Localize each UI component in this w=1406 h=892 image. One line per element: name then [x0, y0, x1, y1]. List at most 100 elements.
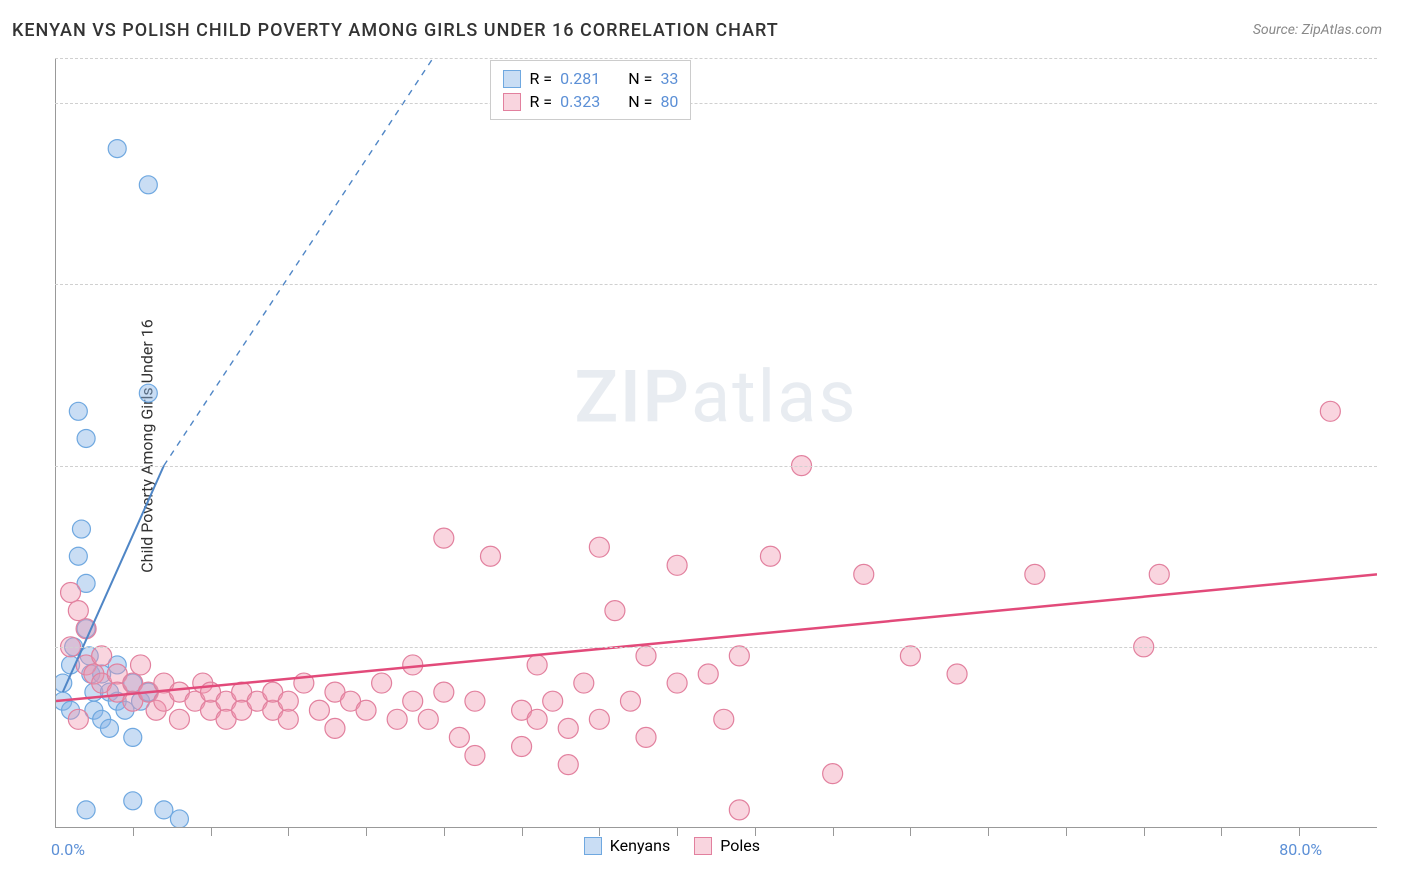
scatter-point — [698, 664, 718, 684]
scatter-point — [527, 655, 547, 675]
scatter-point — [434, 528, 454, 548]
x-origin-label: 0.0% — [51, 840, 85, 859]
x-axis — [55, 827, 1377, 828]
scatter-point — [76, 619, 96, 639]
legend-swatch — [584, 837, 602, 855]
r-label: R = — [529, 69, 552, 88]
scatter-point — [729, 800, 749, 820]
scatter-point — [68, 601, 88, 621]
scatter-point — [155, 801, 173, 819]
series-legend-item: Poles — [694, 836, 760, 855]
scatter-point — [480, 546, 500, 566]
scatter-point — [170, 810, 188, 828]
scatter-point — [309, 700, 329, 720]
scatter-point — [636, 646, 656, 666]
legend-swatch — [503, 70, 521, 88]
legend-label: Poles — [720, 836, 760, 855]
xtick — [755, 828, 756, 836]
scatter-point — [100, 719, 118, 737]
xtick — [211, 828, 212, 836]
correlation-chart: KENYAN VS POLISH CHILD POVERTY AMONG GIR… — [0, 0, 1406, 892]
scatter-point — [823, 764, 843, 784]
n-value: 33 — [660, 69, 678, 88]
scatter-point — [714, 709, 734, 729]
x-max-label: 80.0% — [1279, 840, 1322, 859]
legend-swatch — [694, 837, 712, 855]
scatter-point — [139, 384, 157, 402]
xtick — [133, 828, 134, 836]
xtick — [599, 828, 600, 836]
scatter-point — [131, 655, 151, 675]
scatter-point — [72, 520, 90, 538]
scatter-point — [418, 709, 438, 729]
scatter-point — [61, 582, 81, 602]
scatter-point — [543, 691, 563, 711]
scatter-point — [527, 709, 547, 729]
r-value: 0.281 — [560, 69, 600, 88]
chart-title: KENYAN VS POLISH CHILD POVERTY AMONG GIR… — [12, 20, 779, 41]
gridline — [55, 58, 1377, 59]
scatter-point — [667, 673, 687, 693]
scatter-point — [387, 709, 407, 729]
series-legend-item: Kenyans — [584, 836, 670, 855]
xtick — [366, 828, 367, 836]
stats-legend: R =0.281N =33R =0.323N =80 — [490, 60, 691, 120]
gridline — [55, 466, 1377, 467]
scatter-point — [636, 727, 656, 747]
scatter-point — [589, 709, 609, 729]
n-label: N = — [628, 92, 652, 111]
trendline — [55, 574, 1377, 701]
scatter-point — [92, 646, 112, 666]
scatter-point — [465, 746, 485, 766]
gridline — [55, 103, 1377, 104]
scatter-point — [512, 736, 532, 756]
gridline — [55, 647, 1377, 648]
scatter-point — [1320, 401, 1340, 421]
scatter-point — [278, 709, 298, 729]
plot-area: ZIPatlas 20.0%40.0%60.0%80.0% — [55, 58, 1377, 828]
n-label: N = — [628, 69, 652, 88]
scatter-point — [760, 546, 780, 566]
scatter-point — [620, 691, 640, 711]
scatter-point — [124, 728, 142, 746]
legend-swatch — [503, 93, 521, 111]
scatter-point — [139, 176, 157, 194]
scatter-point — [372, 673, 392, 693]
xtick — [1066, 828, 1067, 836]
scatter-point — [947, 664, 967, 684]
scatter-point — [589, 537, 609, 557]
scatter-point — [434, 682, 454, 702]
r-label: R = — [529, 92, 552, 111]
xtick — [677, 828, 678, 836]
xtick — [1144, 828, 1145, 836]
scatter-point — [574, 673, 594, 693]
scatter-point — [124, 792, 142, 810]
xtick — [910, 828, 911, 836]
scatter-point — [1149, 564, 1169, 584]
scatter-point — [667, 555, 687, 575]
xtick — [288, 828, 289, 836]
stats-legend-row: R = 0.281 N = 33 — [503, 67, 678, 90]
xtick — [1221, 828, 1222, 836]
scatter-point — [403, 691, 423, 711]
gridline — [55, 284, 1377, 285]
r-value: 0.323 — [560, 92, 600, 111]
scatter-point — [558, 718, 578, 738]
scatter-point — [449, 727, 469, 747]
scatter-point — [605, 601, 625, 621]
y-axis — [55, 58, 56, 828]
plot-svg — [55, 58, 1377, 828]
xtick — [1299, 828, 1300, 836]
scatter-point — [68, 709, 88, 729]
scatter-point — [558, 755, 578, 775]
scatter-point — [465, 691, 485, 711]
scatter-point — [169, 709, 189, 729]
trendline-dashed — [164, 58, 475, 466]
xtick — [444, 828, 445, 836]
scatter-point — [77, 429, 95, 447]
scatter-point — [729, 646, 749, 666]
scatter-point — [325, 718, 345, 738]
stats-legend-row: R =0.323N =80 — [503, 90, 678, 113]
legend-label: Kenyans — [610, 836, 670, 855]
scatter-point — [1025, 564, 1045, 584]
